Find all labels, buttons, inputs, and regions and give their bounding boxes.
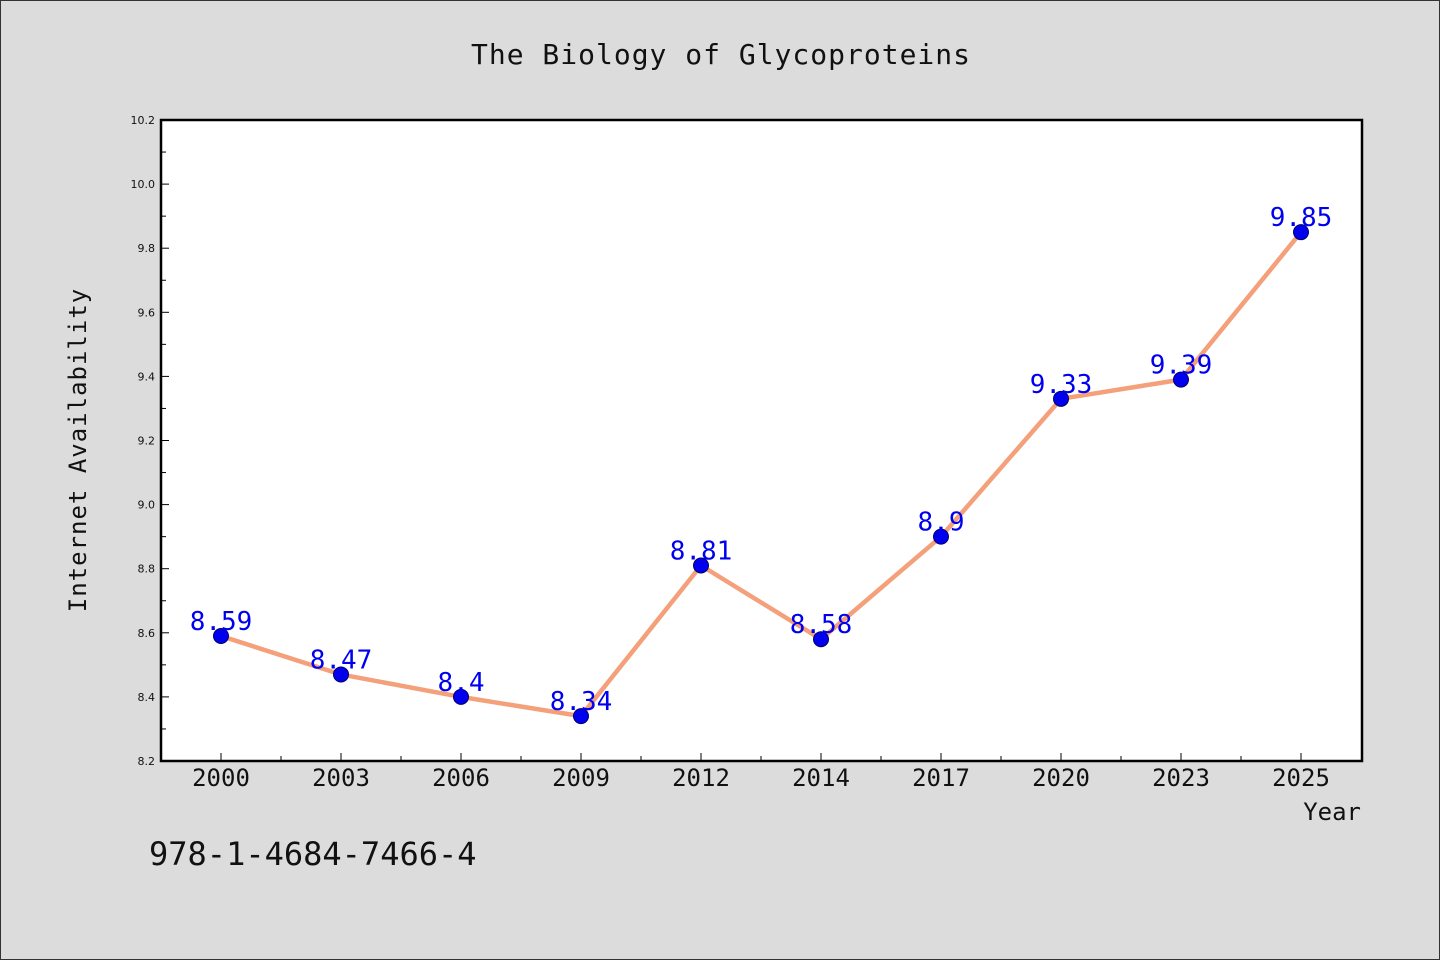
y-tick-label: 10.2 — [131, 114, 156, 127]
data-point — [453, 688, 469, 705]
y-tick-label: 9.4 — [138, 370, 156, 383]
x-tick-label: 2012 — [672, 764, 730, 792]
y-tick-label: 8.4 — [138, 691, 156, 704]
x-tick-label: 2025 — [1272, 764, 1330, 792]
y-axis: 8.2 8.4 8.6 8.8 9.0 9.2 9.4 9.6 9.8 10.0 10.2 — [131, 114, 169, 768]
data-point — [1293, 224, 1309, 241]
data-label: 8.9 — [918, 508, 965, 538]
x-axis-label: Year — [1303, 798, 1361, 826]
y-tick-label: 9.0 — [138, 499, 156, 512]
data-label: 9.33 — [1030, 370, 1093, 400]
x-tick-label: 2020 — [1032, 764, 1090, 792]
data-point — [693, 557, 709, 574]
data-label: 8.47 — [310, 645, 373, 675]
y-tick-label: 8.6 — [138, 627, 156, 640]
data-point — [1053, 390, 1069, 407]
y-tick-label: 9.6 — [138, 306, 156, 319]
x-tick-label: 2009 — [552, 764, 610, 792]
data-label: 9.85 — [1270, 203, 1333, 233]
data-point — [1173, 371, 1189, 388]
y-tick-label: 10.0 — [131, 178, 156, 191]
x-tick-label: 2003 — [312, 764, 370, 792]
data-point — [933, 528, 949, 545]
data-label: 8.58 — [790, 610, 853, 640]
data-point — [573, 708, 589, 725]
x-tick-label: 2006 — [432, 764, 490, 792]
y-axis-label: Internet Availability — [64, 288, 92, 612]
x-tick-label: 2017 — [912, 764, 970, 792]
x-tick-label: 2000 — [192, 764, 250, 792]
x-axis: 2000 2003 2006 2009 2012 2014 2017 2020 2023 2025 — [192, 753, 1330, 792]
y-tick-label: 9.2 — [138, 435, 156, 448]
data-series: 8.59 8.47 8.4 8.34 8.81 8.58 8.9 9.33 9.39 9.85 — [190, 203, 1333, 725]
y-tick-label: 9.8 — [138, 242, 156, 255]
plot-area — [159, 118, 1364, 763]
y-tick-label: 8.2 — [138, 755, 156, 768]
data-label: 8.4 — [438, 668, 485, 698]
isbn-text: 978-1-4684-7466-4 — [149, 835, 477, 873]
x-tick-label: 2023 — [1152, 764, 1210, 792]
data-point — [213, 628, 229, 645]
data-label: 8.34 — [550, 687, 613, 717]
data-point — [333, 666, 349, 683]
chart-title: The Biology of Glycoproteins — [471, 38, 971, 71]
data-label: 8.81 — [670, 536, 733, 566]
x-tick-label: 2014 — [792, 764, 850, 792]
data-label: 8.59 — [190, 607, 253, 637]
series-line — [218, 229, 1304, 719]
y-tick-label: 8.8 — [138, 563, 156, 576]
data-point — [813, 631, 829, 648]
data-label: 9.39 — [1150, 351, 1213, 381]
